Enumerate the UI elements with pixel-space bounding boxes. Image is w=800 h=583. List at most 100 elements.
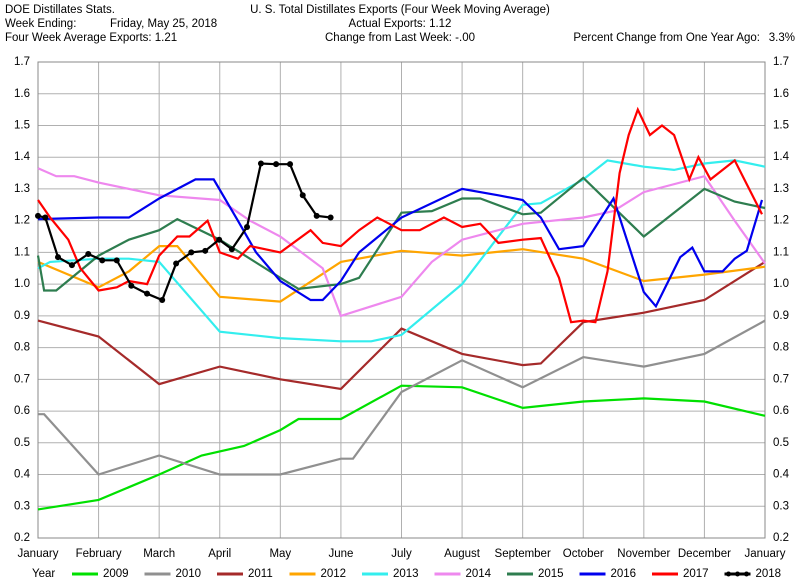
y2-tick-label: 1.4 — [773, 151, 790, 163]
y-tick-label: 1.6 — [14, 88, 30, 100]
y2-tick-label: 1.5 — [773, 119, 789, 131]
marker — [228, 246, 235, 253]
pct-change-value: 3.3% — [769, 32, 795, 44]
series-line — [37, 245, 766, 303]
series-line — [37, 159, 766, 343]
legend-label: 2009 — [103, 568, 129, 580]
pct-change-label: Percent Change from One Year Ago: — [573, 32, 760, 44]
series-line — [38, 319, 766, 476]
marker — [244, 224, 251, 231]
marker — [68, 262, 75, 269]
marker — [35, 212, 41, 219]
y2-tick-label: 1.7 — [773, 56, 789, 68]
x-tick-label: March — [143, 548, 175, 560]
legend-marker — [726, 571, 731, 577]
legend-label: 2015 — [538, 568, 564, 580]
y-tick-label: 0.8 — [14, 342, 30, 354]
legend-label: 2012 — [321, 568, 347, 580]
marker — [159, 297, 166, 303]
x-tick-label: January — [18, 548, 59, 560]
x-tick-label: August — [444, 548, 481, 560]
y-tick-label: 1.0 — [14, 278, 30, 290]
y-tick-label: 1.1 — [14, 246, 30, 258]
y-tick-label: 0.6 — [14, 405, 30, 417]
marker — [216, 236, 223, 243]
marker — [99, 257, 106, 264]
x-tick-label: April — [208, 548, 231, 560]
marker — [173, 260, 180, 267]
change-last-week: Change from Last Week: -.00 — [325, 32, 475, 44]
y2-tick-label: 0.2 — [773, 532, 789, 544]
y-tick-label: 1.4 — [14, 151, 31, 163]
y2-tick-label: 1.2 — [773, 215, 789, 227]
series-line — [36, 176, 766, 292]
plot-border — [37, 61, 766, 539]
marker — [299, 192, 306, 199]
marker — [113, 257, 120, 264]
y-tick-label: 1.7 — [14, 56, 30, 68]
legend-marker — [735, 571, 740, 577]
legend-label: 2016 — [611, 568, 637, 580]
y-tick-label: 0.3 — [14, 500, 30, 512]
y2-tick-label: 0.3 — [773, 500, 789, 512]
x-tick-label: February — [76, 548, 122, 560]
y-tick-label: 0.2 — [14, 532, 30, 544]
y2-tick-label: 0.4 — [773, 469, 790, 481]
marker — [85, 250, 92, 257]
x-tick-label: September — [495, 548, 551, 560]
x-tick-label: January — [745, 548, 786, 560]
y2-tick-label: 0.5 — [773, 437, 789, 449]
legend-label: 2018 — [756, 568, 782, 580]
x-tick-label: October — [563, 548, 604, 560]
y-tick-label: 1.5 — [14, 119, 30, 131]
x-tick-label: June — [328, 548, 353, 560]
marker — [327, 214, 334, 221]
legend-label: 2017 — [683, 568, 709, 580]
legend-label: 2011 — [248, 568, 273, 580]
marker — [42, 214, 49, 221]
y-tick-label: 1.2 — [14, 215, 30, 227]
week-value: Friday, May 25, 2018 — [110, 18, 217, 30]
y2-tick-label: 0.6 — [773, 405, 789, 417]
marker — [54, 254, 61, 261]
y2-tick-label: 1.3 — [773, 183, 789, 195]
four-week-average: Four Week Average Exports: 1.21 — [5, 32, 177, 44]
x-tick-label: December — [678, 548, 731, 560]
legend-label: 2010 — [176, 568, 202, 580]
series-line — [37, 260, 766, 391]
marker — [287, 161, 294, 168]
marker — [128, 282, 135, 289]
y2-tick-label: 1.6 — [773, 88, 789, 100]
week-label: Week Ending: — [5, 18, 76, 30]
y-tick-label: 1.3 — [14, 183, 30, 195]
y2-tick-label: 0.7 — [773, 373, 789, 385]
legend-marker — [744, 571, 749, 577]
x-tick-label: November — [617, 548, 670, 560]
marker — [313, 212, 320, 219]
marker — [257, 160, 264, 167]
x-tick-label: May — [269, 548, 291, 560]
y2-tick-label: 0.9 — [773, 310, 789, 322]
actual-exports: Actual Exports: 1.12 — [349, 18, 452, 30]
marker — [273, 161, 280, 168]
y-tick-label: 0.4 — [14, 469, 31, 481]
y2-tick-label: 0.8 — [773, 342, 789, 354]
series-line — [37, 106, 763, 324]
chart-title: U. S. Total Distillates Exports (Four We… — [250, 4, 550, 16]
marker — [202, 247, 209, 254]
marker — [188, 249, 195, 256]
series-line — [37, 384, 766, 511]
y2-tick-label: 1.0 — [773, 278, 789, 290]
legend-label: 2014 — [466, 568, 492, 580]
legend-title: Year — [32, 568, 55, 580]
source: DOE Distillates Stats. — [5, 4, 115, 16]
series-line — [37, 167, 766, 318]
y-tick-label: 0.9 — [14, 310, 30, 322]
y-tick-label: 0.5 — [14, 437, 30, 449]
series-line — [37, 162, 331, 302]
y-tick-label: 0.7 — [14, 373, 30, 385]
marker — [144, 290, 151, 297]
